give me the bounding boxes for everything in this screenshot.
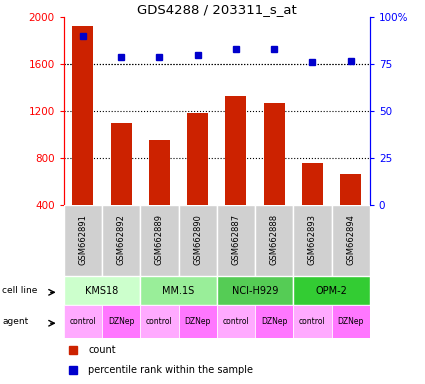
Text: GSM662892: GSM662892	[116, 214, 126, 265]
Text: GSM662889: GSM662889	[155, 214, 164, 265]
Bar	[178, 305, 217, 338]
Bar	[293, 305, 332, 338]
Text: NCI-H929: NCI-H929	[232, 286, 278, 296]
Bar	[110, 123, 132, 253]
Bar	[332, 305, 370, 338]
Bar	[140, 205, 178, 276]
Bar	[140, 305, 178, 338]
Text: control: control	[146, 317, 173, 326]
Bar	[217, 205, 255, 276]
Bar	[178, 205, 217, 276]
Bar	[187, 113, 208, 253]
Text: GSM662893: GSM662893	[308, 214, 317, 265]
Bar	[255, 205, 293, 276]
Bar	[149, 140, 170, 253]
Title: GDS4288 / 203311_s_at: GDS4288 / 203311_s_at	[137, 3, 297, 16]
Text: MM.1S: MM.1S	[162, 286, 195, 296]
Bar	[102, 205, 140, 276]
Text: GSM662894: GSM662894	[346, 214, 355, 265]
Bar	[217, 305, 255, 338]
Bar	[64, 205, 102, 276]
Bar	[102, 305, 140, 338]
Text: count: count	[88, 345, 116, 355]
Text: OPM-2: OPM-2	[315, 286, 347, 296]
Bar	[293, 205, 332, 276]
Text: DZNep: DZNep	[337, 317, 364, 326]
Bar	[217, 276, 293, 305]
Text: control: control	[223, 317, 249, 326]
Text: cell line: cell line	[2, 286, 37, 295]
Bar	[264, 103, 285, 253]
Text: GSM662890: GSM662890	[193, 214, 202, 265]
Text: KMS18: KMS18	[85, 286, 119, 296]
Bar	[225, 96, 246, 253]
Text: GSM662887: GSM662887	[231, 214, 241, 265]
Text: percentile rank within the sample: percentile rank within the sample	[88, 365, 253, 375]
Bar	[140, 276, 217, 305]
Bar	[64, 276, 140, 305]
Bar	[293, 276, 370, 305]
Bar	[332, 205, 370, 276]
Text: GSM662888: GSM662888	[269, 214, 279, 265]
Bar	[72, 25, 94, 253]
Text: agent: agent	[2, 317, 28, 326]
Bar	[255, 305, 293, 338]
Text: DZNep: DZNep	[261, 317, 287, 326]
Text: DZNep: DZNep	[184, 317, 211, 326]
Text: DZNep: DZNep	[108, 317, 134, 326]
Text: GSM662891: GSM662891	[78, 214, 88, 265]
Text: control: control	[70, 317, 96, 326]
Bar	[302, 163, 323, 253]
Bar	[340, 174, 361, 253]
Bar	[64, 305, 102, 338]
Text: control: control	[299, 317, 326, 326]
